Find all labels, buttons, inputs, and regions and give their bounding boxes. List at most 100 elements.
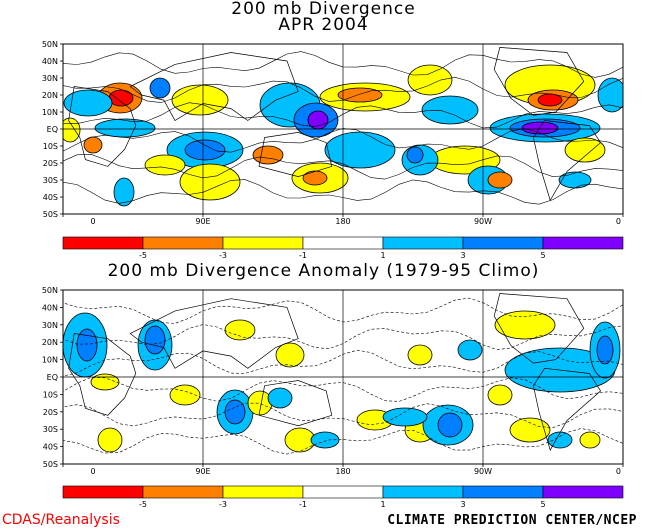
contour-line bbox=[457, 339, 483, 361]
contour-line bbox=[597, 77, 623, 113]
shaded-region bbox=[597, 336, 613, 364]
contour-line bbox=[407, 344, 433, 366]
colorbar-swatch bbox=[62, 236, 144, 250]
panel2-shading bbox=[63, 293, 623, 455]
colorbar-swatch bbox=[222, 485, 304, 499]
contour-line bbox=[144, 154, 186, 176]
shaded-region bbox=[422, 96, 478, 124]
contour-line bbox=[589, 321, 621, 379]
contour-line bbox=[319, 82, 411, 112]
contour-line bbox=[579, 431, 601, 449]
shaded-region bbox=[538, 94, 562, 106]
colorbar-label: -3 bbox=[219, 500, 227, 509]
shaded-region bbox=[438, 413, 462, 437]
shaded-region bbox=[383, 408, 427, 426]
contour-line bbox=[291, 162, 349, 194]
contour-line bbox=[94, 118, 156, 138]
lat-label: 20N bbox=[42, 91, 58, 100]
contour-line bbox=[97, 427, 123, 453]
lat-label: 10N bbox=[42, 108, 58, 117]
shaded-region bbox=[559, 172, 591, 188]
colorbar-label: 1 bbox=[380, 251, 385, 260]
shaded-region bbox=[408, 345, 432, 365]
contour-line bbox=[169, 384, 201, 406]
lat-label: 40S bbox=[43, 443, 58, 452]
shaded-region bbox=[150, 78, 170, 98]
shaded-region bbox=[95, 119, 155, 137]
shaded-region bbox=[268, 388, 292, 408]
lat-label: 50N bbox=[42, 40, 58, 49]
shaded-region bbox=[63, 118, 80, 142]
lon-label: 90W bbox=[474, 467, 492, 476]
footer-agency: CLIMATE PREDICTION CENTER/NCEP bbox=[387, 513, 637, 528]
lat-label: 20S bbox=[43, 408, 58, 417]
lat-label: 10S bbox=[43, 390, 58, 399]
colorbar-swatch bbox=[382, 236, 464, 250]
shaded-region bbox=[303, 171, 327, 185]
contour-line bbox=[324, 131, 396, 169]
shaded-region bbox=[109, 90, 133, 106]
panel1-title-line2: APR 2004 bbox=[278, 15, 369, 35]
lat-label: 10N bbox=[42, 356, 58, 365]
shaded-region bbox=[458, 340, 482, 360]
contour-line bbox=[76, 328, 98, 362]
contour-line bbox=[63, 89, 113, 117]
shaded-region bbox=[407, 147, 423, 163]
colorbar-label: -3 bbox=[219, 251, 227, 260]
lon-label: 90E bbox=[195, 467, 210, 476]
colorbar-swatch bbox=[62, 485, 144, 499]
panel2-colorbar: -5 -3 -1 1 3 5 bbox=[62, 485, 624, 509]
panel2-title: 200 mb Divergence Anomaly (1979-95 Climo… bbox=[107, 261, 540, 281]
contour-line bbox=[422, 404, 474, 446]
shaded-region bbox=[185, 140, 225, 160]
colorbar-label: -1 bbox=[299, 251, 307, 260]
contour-line bbox=[267, 387, 293, 409]
lat-label: 50N bbox=[42, 286, 58, 295]
colorbar-swatch bbox=[462, 236, 544, 250]
contour-line bbox=[224, 319, 256, 341]
contour-line bbox=[382, 407, 428, 427]
contour-line bbox=[137, 319, 173, 371]
contour-line bbox=[596, 335, 614, 365]
colorbar-label: 3 bbox=[460, 500, 465, 509]
shaded-region bbox=[338, 88, 382, 102]
lat-label: 40N bbox=[42, 303, 58, 312]
shaded-region bbox=[225, 400, 245, 424]
lat-label: 30N bbox=[42, 74, 58, 83]
contour-line bbox=[487, 384, 513, 406]
contour-line bbox=[437, 412, 463, 438]
contour-line bbox=[63, 51, 623, 205]
contour-line bbox=[547, 431, 573, 449]
shaded-region bbox=[580, 432, 600, 448]
lon-label: 0 bbox=[616, 467, 621, 476]
lat-label: 30S bbox=[43, 425, 58, 434]
contour-line bbox=[179, 163, 241, 201]
contour-line bbox=[302, 170, 328, 186]
shaded-region bbox=[180, 164, 240, 200]
contour-line bbox=[487, 171, 513, 189]
colorbar-swatch bbox=[542, 485, 624, 499]
shaded-region bbox=[98, 428, 122, 452]
lat-label: 30S bbox=[43, 176, 58, 185]
lat-label: 20N bbox=[42, 338, 58, 347]
lat-label: EQ bbox=[47, 125, 58, 134]
contour-line bbox=[527, 89, 579, 111]
lat-label: 30N bbox=[42, 321, 58, 330]
contour-line bbox=[494, 310, 556, 340]
shaded-region bbox=[285, 428, 315, 452]
lon-label: 0 bbox=[90, 217, 95, 226]
contour-line bbox=[275, 342, 305, 368]
lon-label: 90E bbox=[195, 217, 210, 226]
lon-label: 90W bbox=[474, 217, 492, 226]
colorbar-label: 5 bbox=[540, 251, 545, 260]
footer-source: CDAS/Reanalysis bbox=[2, 512, 120, 528]
shaded-region bbox=[91, 374, 119, 390]
contour-line bbox=[90, 373, 120, 391]
shaded-region bbox=[225, 320, 255, 340]
lat-label: 50S bbox=[43, 460, 58, 469]
contour-line bbox=[509, 118, 581, 138]
shaded-region bbox=[248, 391, 272, 415]
contour-line bbox=[489, 113, 601, 143]
lat-label: 50S bbox=[43, 210, 58, 219]
